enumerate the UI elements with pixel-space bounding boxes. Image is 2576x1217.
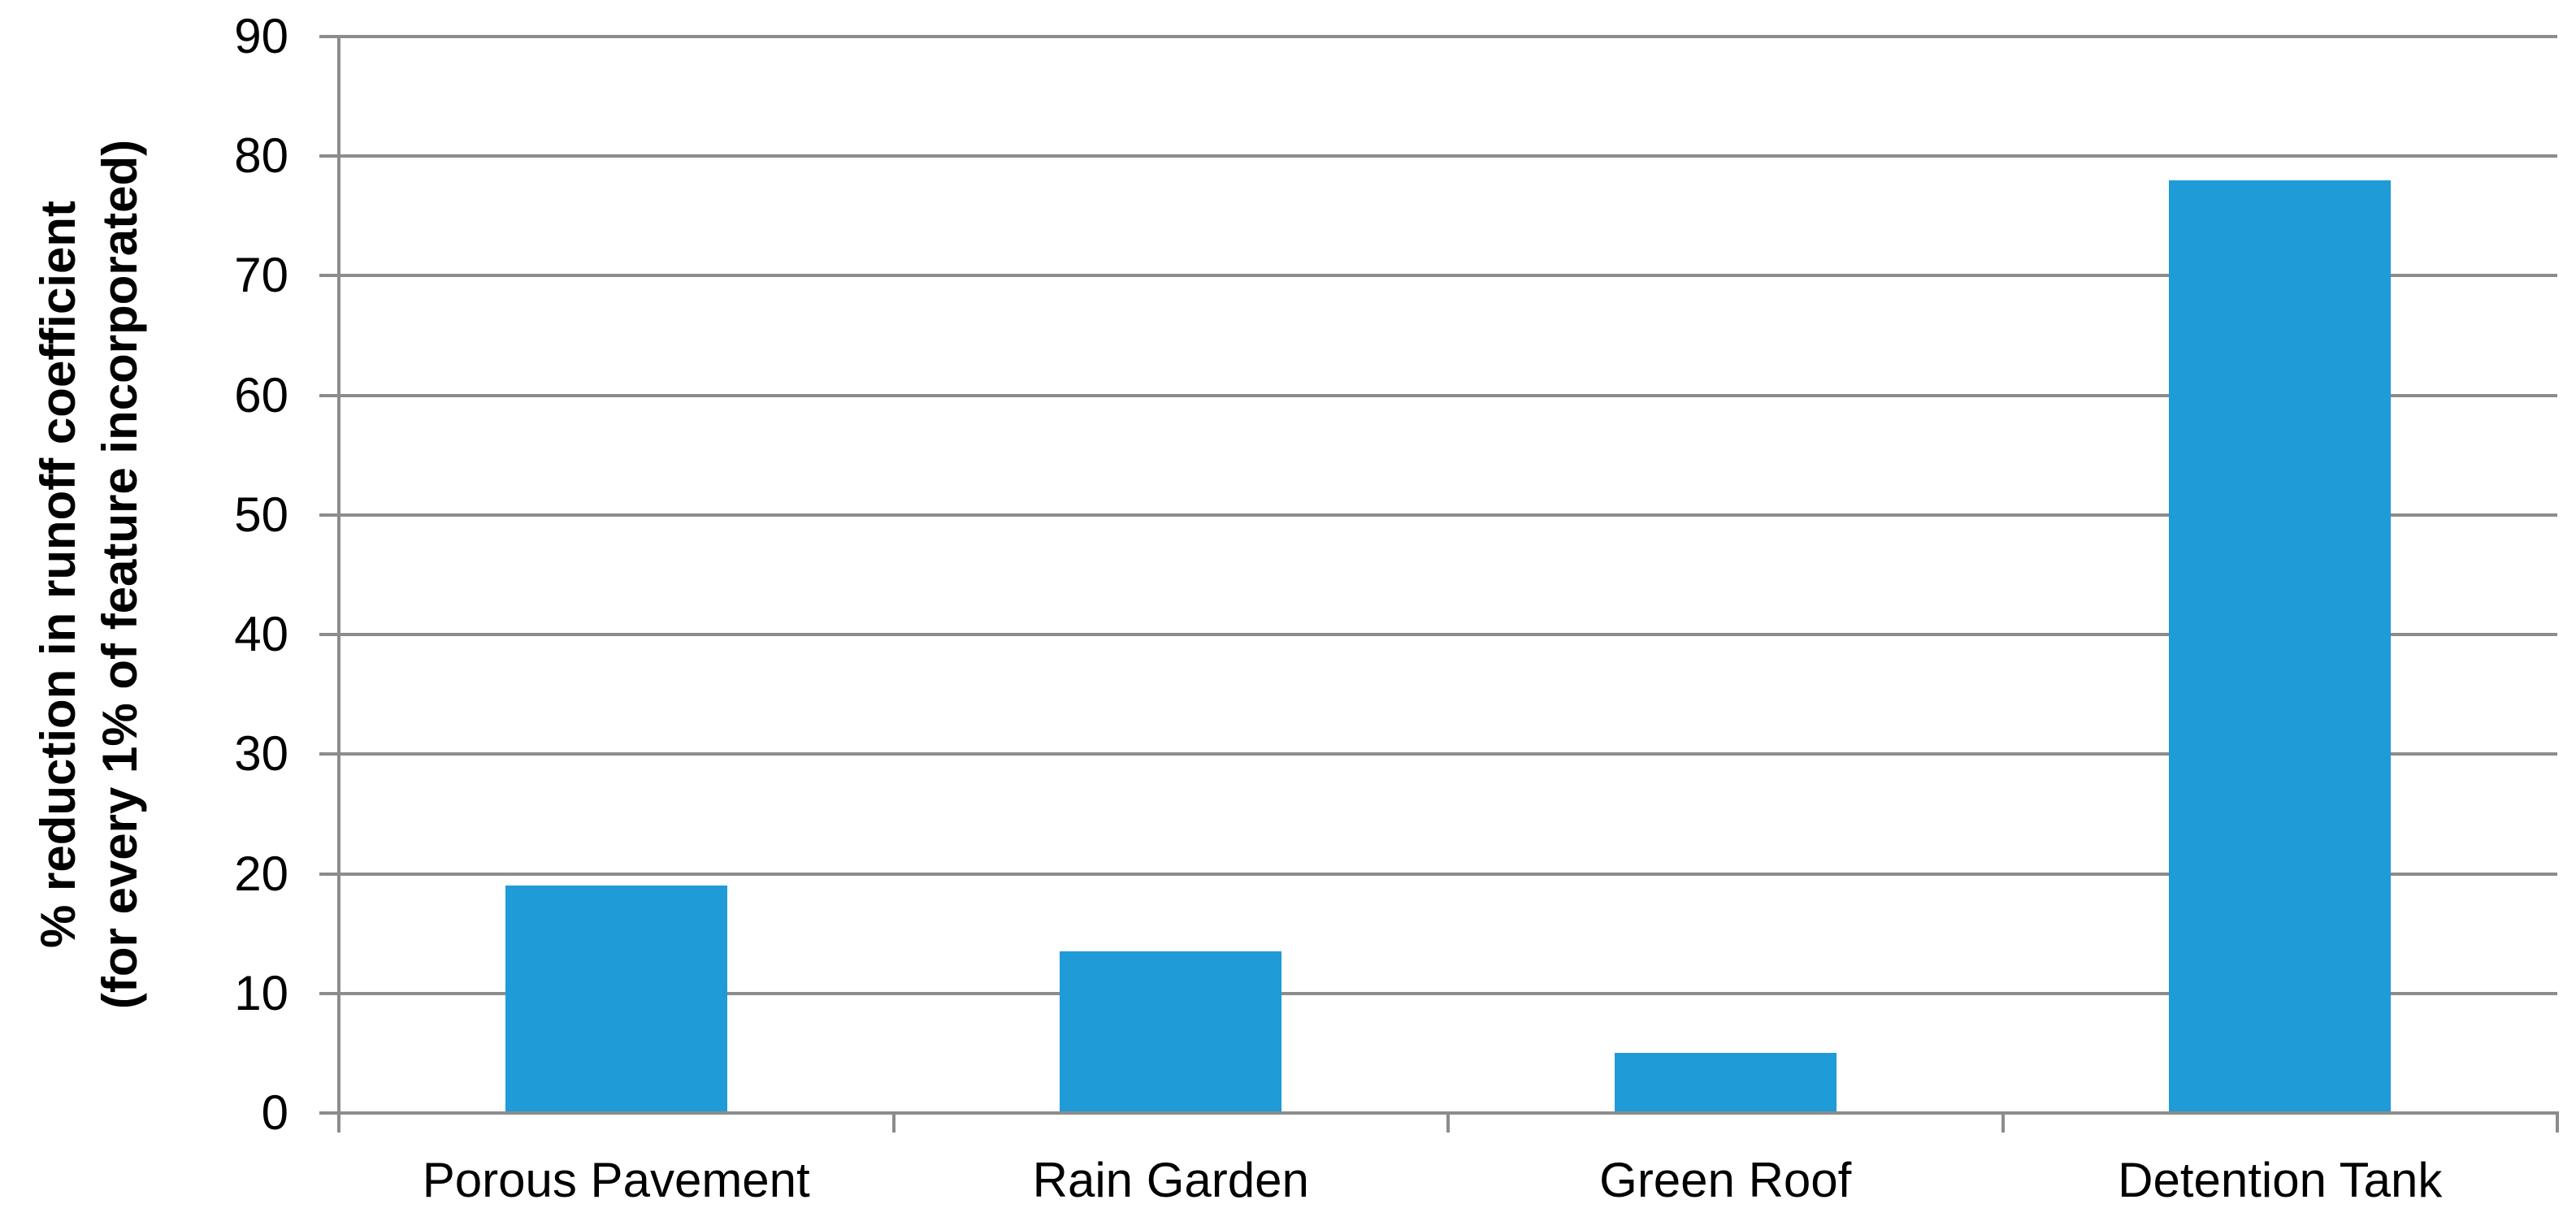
x-axis-line	[337, 1111, 2559, 1115]
y-tick-label-80: 80	[234, 128, 288, 184]
x-tick-mark-1	[891, 1113, 896, 1133]
y-tick-label-50: 50	[234, 487, 288, 542]
y-tick-label-30: 30	[234, 726, 288, 782]
gridline-90	[339, 35, 2557, 38]
x-label-rain-garden: Rain Garden	[1032, 1153, 1309, 1207]
x-tick-mark-2	[1446, 1113, 1450, 1133]
bar-porous-pavement	[505, 886, 727, 1113]
gridline-50	[339, 513, 2557, 517]
x-label-porous-pavement: Porous Pavement	[422, 1153, 810, 1207]
bar-green-roof	[1614, 1053, 1837, 1113]
gridline-70	[339, 274, 2557, 278]
gridline-30	[339, 752, 2557, 756]
y-tick-mark-30	[319, 752, 339, 756]
y-tick-label-0: 0	[261, 1085, 288, 1140]
y-tick-mark-40	[319, 633, 339, 637]
gridline-10	[339, 991, 2557, 995]
y-tick-mark-10	[319, 991, 339, 995]
y-tick-label-90: 90	[234, 9, 288, 63]
y-tick-mark-50	[319, 513, 339, 517]
gridline-40	[339, 633, 2557, 637]
y-tick-label-70: 70	[234, 248, 288, 303]
x-label-green-roof: Green Roof	[1599, 1153, 1852, 1207]
y-tick-mark-90	[319, 35, 339, 38]
bar-detention-tank	[2169, 180, 2392, 1113]
x-tick-mark-3	[2001, 1113, 2005, 1133]
x-label-detention-tank: Detention Tank	[2118, 1153, 2443, 1207]
y-axis-title-line1: % reduction in runoff coefficient	[31, 201, 85, 949]
y-tick-mark-20	[319, 872, 339, 876]
y-tick-mark-60	[319, 393, 339, 397]
y-tick-mark-70	[319, 274, 339, 278]
y-tick-label-20: 20	[234, 846, 288, 901]
gridline-20	[339, 872, 2557, 876]
y-tick-label-10: 10	[234, 965, 288, 1020]
y-tick-label-60: 60	[234, 367, 288, 422]
gridline-80	[339, 154, 2557, 158]
y-tick-label-40: 40	[234, 607, 288, 662]
x-tick-mark-4	[2556, 1113, 2559, 1133]
gridline-60	[339, 393, 2557, 397]
y-axis-line	[337, 35, 340, 1133]
y-tick-mark-0	[319, 1111, 339, 1115]
y-tick-mark-80	[319, 154, 339, 158]
bar-rain-garden	[1060, 951, 1282, 1113]
